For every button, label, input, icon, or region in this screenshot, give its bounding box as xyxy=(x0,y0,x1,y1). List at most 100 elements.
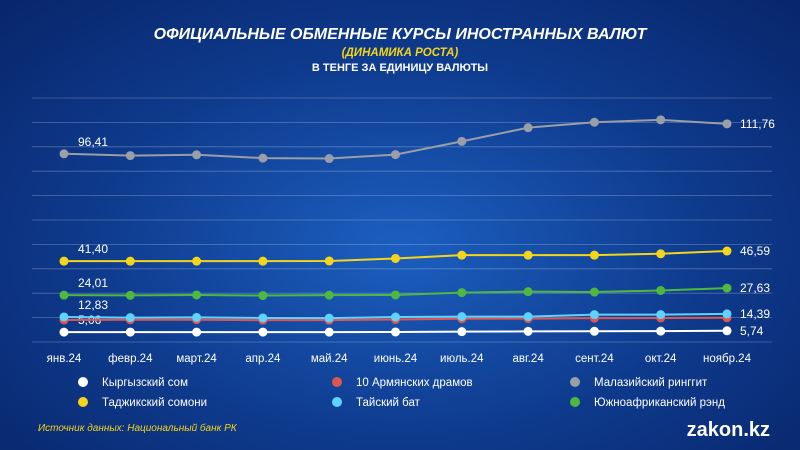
data-point xyxy=(722,283,732,293)
data-point xyxy=(589,287,599,297)
data-point xyxy=(125,290,135,300)
legend-marker xyxy=(332,397,342,407)
data-point xyxy=(258,327,268,337)
data-point xyxy=(258,313,268,323)
legend-label: Таджикский сомони xyxy=(102,397,208,409)
data-point xyxy=(258,256,268,266)
x-tick-label: февр.24 xyxy=(108,353,153,365)
legend-item: Таджикский сомони xyxy=(78,397,207,409)
data-label: 111,76 xyxy=(740,117,775,131)
legend-label: Тайский бат xyxy=(356,397,420,409)
legend-marker xyxy=(78,397,88,407)
data-point xyxy=(656,115,666,125)
data-point xyxy=(324,290,334,300)
chart-title: ОФИЦИАЛЬНЫЕ ОБМЕННЫЕ КУРСЫ ИНОСТРАННЫХ В… xyxy=(153,26,647,43)
data-point xyxy=(391,290,400,300)
data-label: 41,40 xyxy=(78,242,108,256)
data-point xyxy=(59,256,69,266)
data-point xyxy=(722,309,732,319)
legend-marker xyxy=(78,377,88,387)
data-point xyxy=(457,312,467,322)
data-point xyxy=(589,250,599,260)
x-tick-label: июнь.24 xyxy=(374,353,418,365)
legend-label: 10 Армянских драмов xyxy=(356,377,473,389)
data-source-note: Источник данных: Национальный банк РК xyxy=(38,423,237,434)
data-point xyxy=(192,327,202,337)
legend-marker xyxy=(570,397,580,407)
site-logo: zakon.kz xyxy=(686,419,770,441)
data-point xyxy=(457,288,467,298)
data-point xyxy=(523,287,533,297)
data-point xyxy=(391,150,400,160)
data-label: 96,41 xyxy=(78,135,108,149)
data-point xyxy=(722,119,732,129)
data-label: 5,74 xyxy=(740,324,764,338)
data-point xyxy=(523,312,533,322)
data-label: 12,83 xyxy=(78,298,108,312)
data-point xyxy=(656,249,666,259)
data-point xyxy=(59,149,69,159)
data-point xyxy=(391,253,400,263)
data-point xyxy=(324,327,334,337)
legend-label: Кыргызский сом xyxy=(102,377,188,389)
data-point xyxy=(656,326,666,336)
legend-item: Кыргызский сом xyxy=(78,377,188,389)
data-point xyxy=(589,117,599,127)
x-tick-label: июль.24 xyxy=(440,353,484,365)
data-point xyxy=(457,250,467,260)
data-label: 24,01 xyxy=(78,276,108,290)
legend-item: 10 Армянских драмов xyxy=(332,377,473,389)
legend-label: Южноафриканский рэнд xyxy=(594,397,725,409)
x-tick-label: авг.24 xyxy=(512,353,544,365)
data-point xyxy=(59,312,69,322)
chart-legend: Кыргызский сом 10 Армянских драмов Малазий… xyxy=(0,377,800,417)
data-point xyxy=(722,246,732,256)
data-point xyxy=(656,310,666,320)
data-point xyxy=(589,326,599,336)
legend-item: Тайский бат xyxy=(332,397,420,409)
legend-marker xyxy=(332,377,342,387)
x-tick-label: янв.24 xyxy=(47,353,82,365)
data-point xyxy=(192,290,202,300)
chart-units-subtitle: В ТЕНГЕ ЗА ЕДИНИЦУ ВАЛЮТЫ xyxy=(311,62,489,74)
data-point xyxy=(391,327,400,337)
data-point xyxy=(523,123,533,133)
legend-label: Малазийский ринггит xyxy=(594,377,708,389)
data-point xyxy=(192,312,202,322)
x-tick-label: ноябр.24 xyxy=(703,353,752,365)
data-point xyxy=(523,250,533,260)
data-point xyxy=(457,136,467,146)
x-tick-label: май.24 xyxy=(311,353,348,365)
data-point xyxy=(589,310,599,320)
x-tick-label: март.24 xyxy=(176,353,217,365)
data-point xyxy=(324,256,334,266)
data-point xyxy=(258,153,268,163)
data-point xyxy=(125,256,135,266)
data-point xyxy=(324,154,334,164)
data-point xyxy=(192,150,202,160)
x-tick-label: окт.24 xyxy=(645,353,677,365)
data-point xyxy=(523,326,533,336)
legend-marker xyxy=(570,377,580,387)
data-label: 27,63 xyxy=(740,281,770,295)
data-point xyxy=(59,290,69,300)
data-label: 14,39 xyxy=(740,307,770,321)
data-point xyxy=(192,256,202,266)
data-point xyxy=(457,327,467,337)
legend-item: Южноафриканский рэнд xyxy=(570,397,725,409)
data-point xyxy=(722,326,732,336)
chart-subtitle: (ДИНАМИКА РОСТА) xyxy=(341,47,459,59)
x-tick-label: сент.24 xyxy=(575,353,614,365)
data-point xyxy=(656,285,666,295)
data-point xyxy=(391,312,400,322)
data-point xyxy=(125,313,135,323)
data-point xyxy=(258,291,268,301)
data-point xyxy=(324,313,334,323)
data-point xyxy=(59,327,69,337)
data-point xyxy=(125,327,135,337)
data-label: 46,59 xyxy=(740,244,770,258)
x-tick-label: апр.24 xyxy=(245,353,281,365)
legend-item: Малазийский ринггит xyxy=(570,377,707,389)
data-point xyxy=(125,151,135,161)
